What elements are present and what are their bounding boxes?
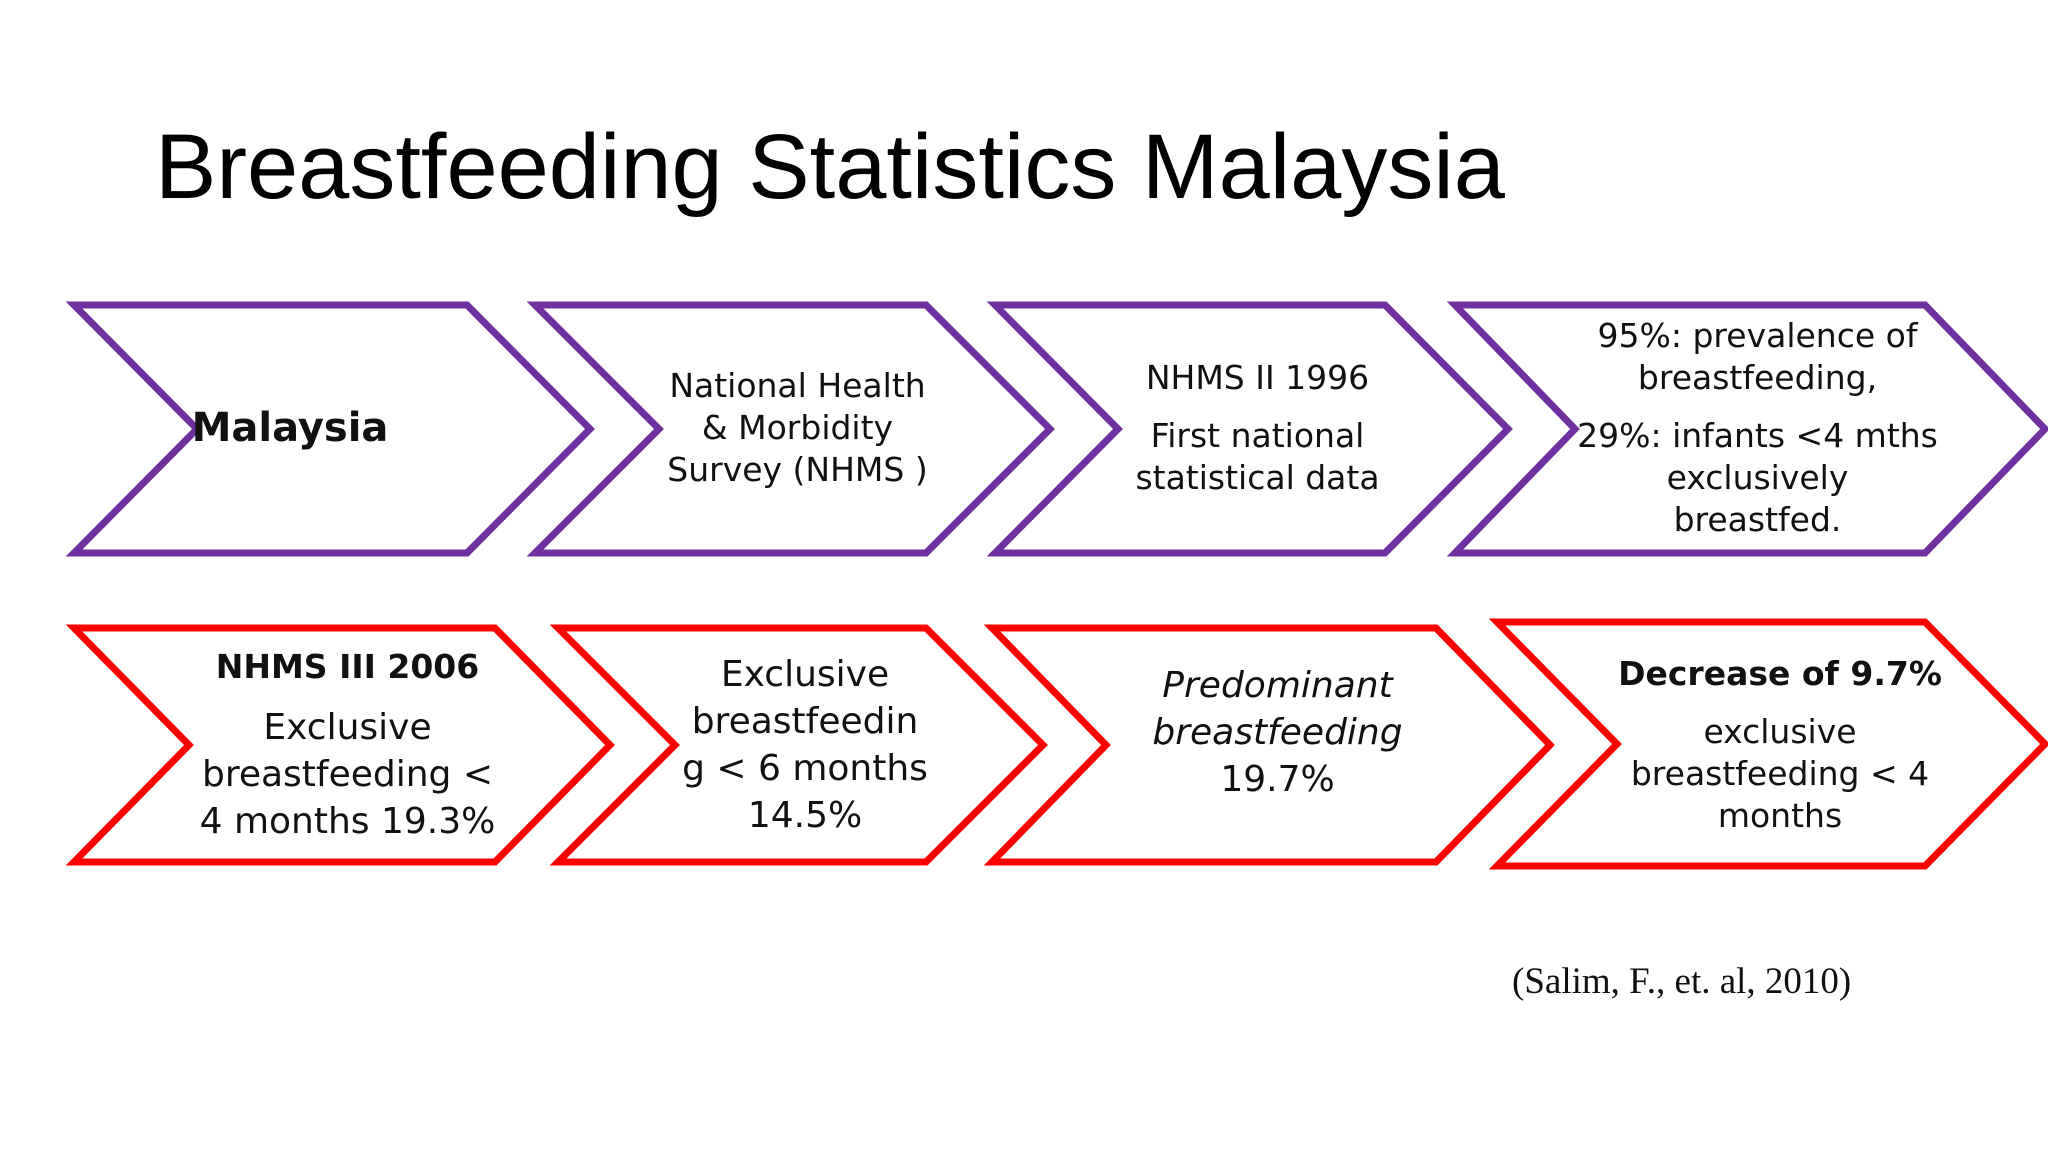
top-chevron-3-text: NHMS II 1996 First national statistical …	[1100, 300, 1415, 555]
bottom-chevron-2-line-3: g < 6 months	[682, 748, 928, 789]
bottom-chevron-4-line-2: exclusive	[1703, 712, 1857, 751]
bottom-chevron-4-line-3: breastfeeding < 4	[1630, 754, 1930, 793]
bottom-chevron-3-line-2: breastfeeding	[1152, 712, 1403, 753]
bottom-chevron-3-line-3: 19.7%	[1220, 759, 1335, 800]
top-chevron-2-line-1: National Health	[669, 365, 926, 405]
bottom-chevron-2-line-1: Exclusive	[720, 654, 890, 695]
top-chevron-4-line-1: 95%: prevalence of	[1597, 315, 1918, 355]
top-chevron-4-line-4: exclusively	[1666, 457, 1849, 497]
top-chevron-3-line-2: First national	[1150, 415, 1365, 455]
top-chevron-2-text: National Health & Morbidity Survey (NHMS…	[640, 300, 955, 555]
top-chevron-4-line-5: breastfed.	[1673, 499, 1842, 539]
top-chevron-2-line-2: & Morbidity	[701, 407, 894, 447]
bottom-chevron-1-line-1: NHMS III 2006	[215, 646, 480, 686]
top-chevron-2-line-3: Survey (NHMS )	[667, 449, 928, 489]
top-chevron-4-line-3: 29%: infants <4 mths	[1577, 415, 1938, 455]
bottom-chevron-1-text: NHMS III 2006 Exclusive breastfeeding < …	[175, 630, 520, 860]
bottom-chevron-2	[549, 624, 1048, 866]
bottom-chevron-1-line-4: 4 months 19.3%	[199, 800, 496, 842]
top-chevron-3-line-1: NHMS II 1996	[1145, 357, 1370, 397]
slide-title: Breastfeeding Statistics Malaysia	[155, 116, 1505, 218]
top-chevron-1-line-1: Malaysia	[191, 404, 389, 451]
top-chevron-3	[986, 301, 1513, 557]
bottom-chevron-2-line-4: 14.5%	[747, 795, 863, 836]
top-chevron-2	[526, 301, 1055, 557]
top-chevron-4-text: 95%: prevalence of breastfeeding, 29%: i…	[1545, 300, 1970, 555]
top-chevron-3-line-3: statistical data	[1135, 457, 1380, 497]
top-chevron-1-text: Malaysia	[110, 300, 470, 555]
bottom-chevron-1-line-3: breastfeeding <	[201, 753, 494, 795]
bottom-chevron-4	[1488, 618, 2048, 870]
bottom-chevron-4-line-1: Decrease of 9.7%	[1618, 654, 1942, 693]
bottom-chevron-3-text: Predominant breastfeeding 19.7%	[1100, 630, 1455, 835]
top-chevron-4	[1446, 301, 2048, 557]
bottom-chevron-4-text: Decrease of 9.7% exclusive breastfeeding…	[1590, 640, 1970, 850]
bottom-chevron-3-line-1: Predominant	[1162, 665, 1393, 706]
top-chevron-4-line-2: breastfeeding,	[1637, 357, 1878, 397]
bottom-chevron-1-line-2: Exclusive	[263, 706, 432, 748]
citation: (Salim, F., et. al, 2010)	[1512, 961, 1852, 1002]
bottom-chevron-4-line-4: months	[1717, 796, 1843, 835]
bottom-chevron-2-text: Exclusive breastfeedin g < 6 months 14.5…	[655, 630, 955, 860]
bottom-chevron-2-line-2: breastfeedin	[691, 701, 919, 742]
top-chevron-1	[65, 301, 595, 557]
bottom-chevron-1	[65, 624, 615, 866]
bottom-chevron-3	[983, 624, 1555, 866]
